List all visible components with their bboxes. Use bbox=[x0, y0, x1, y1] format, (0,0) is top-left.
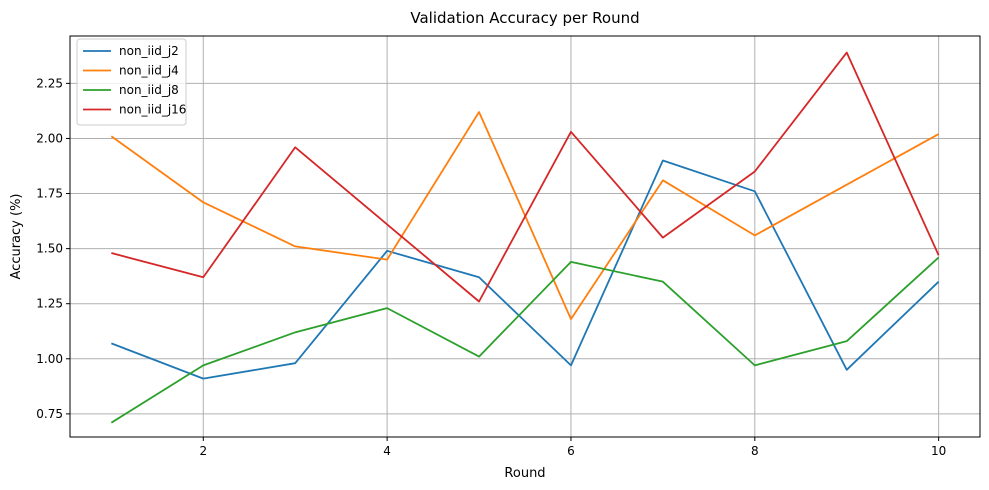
legend-label: non_iid_j4 bbox=[119, 64, 179, 78]
x-tick-label: 10 bbox=[931, 444, 946, 458]
series-line-non_iid_j16 bbox=[111, 51, 940, 303]
series-line-non_iid_j8 bbox=[110, 256, 940, 424]
x-axis-label: Round bbox=[504, 466, 545, 481]
x-tick-label: 8 bbox=[751, 444, 759, 458]
legend-label: non_iid_j8 bbox=[119, 83, 179, 97]
y-tick-label: 1.00 bbox=[36, 352, 63, 366]
y-tick-label: 0.75 bbox=[36, 407, 63, 421]
legend-box bbox=[76, 38, 187, 126]
y-tick-label: 1.50 bbox=[36, 242, 63, 256]
y-axis-ticks: 0.75 1.00 1.25 1.50 1.75 2.00 2.25 bbox=[36, 76, 70, 421]
legend-label: non_iid_j16 bbox=[119, 103, 186, 117]
y-tick-label: 1.75 bbox=[36, 187, 63, 201]
y-tick-label: 1.25 bbox=[36, 297, 63, 311]
chart-title: Validation Accuracy per Round bbox=[410, 9, 639, 27]
legend-label: non_iid_j2 bbox=[119, 44, 179, 58]
x-tick-label: 4 bbox=[383, 444, 391, 458]
plot-frame bbox=[69, 35, 981, 438]
y-tick-label: 2.25 bbox=[36, 76, 63, 90]
grid bbox=[70, 36, 980, 437]
series-line-non_iid_j2 bbox=[111, 159, 940, 380]
legend: non_iid_j2 non_iid_j4 non_iid_j8 non_iid_j1… bbox=[76, 38, 187, 126]
x-axis-ticks: 2 4 6 8 10 bbox=[199, 437, 946, 458]
y-tick-label: 2.00 bbox=[36, 131, 63, 145]
x-tick-label: 6 bbox=[567, 444, 575, 458]
y-axis-label: Accuracy (%) bbox=[9, 194, 24, 280]
x-tick-label: 2 bbox=[199, 444, 207, 458]
series-lines bbox=[110, 51, 940, 424]
